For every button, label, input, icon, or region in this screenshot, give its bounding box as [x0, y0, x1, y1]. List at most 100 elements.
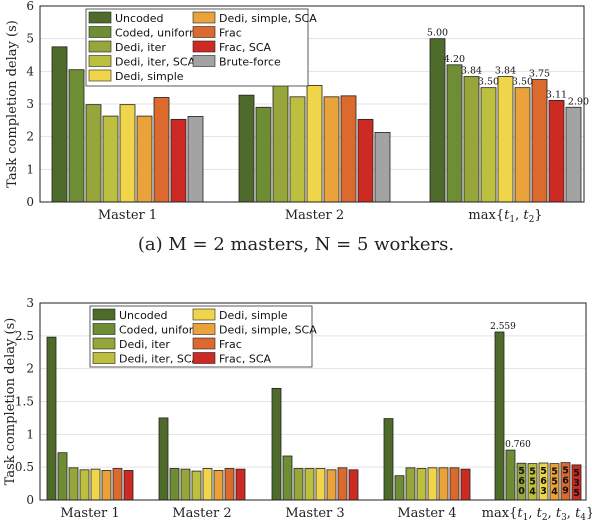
bar [460, 468, 471, 501]
chart-1: 0 1 2 3 4 5 6 Task completion delay (s) Master 1… [5, 0, 589, 225]
data-label: 2.559 [490, 322, 516, 332]
data-label: 3.84 [495, 66, 516, 77]
bar [90, 468, 101, 501]
legend-swatch [192, 26, 216, 38]
x-tick-label: Master 2 [172, 506, 231, 520]
legend-label: Dedi, simple [115, 70, 184, 83]
y-tick-label: 0.5 [15, 460, 34, 474]
bar [548, 100, 565, 203]
y-tick-label: 1.5 [15, 395, 34, 409]
legend-label: Dedi, iter [119, 338, 170, 351]
legend-label: Brute-force [219, 56, 281, 69]
data-label: 3.50 [512, 77, 533, 88]
y-axis-label: Task completion delay (s) [5, 20, 20, 188]
legend-label: Dedi, iter, SCA [119, 353, 200, 366]
legend-label: Coded, uniform [119, 324, 204, 337]
legend-swatch [92, 308, 116, 321]
x-tick-label: Master 3 [285, 506, 344, 520]
bar [383, 418, 394, 501]
bar [282, 455, 293, 501]
legend-label: Dedi, iter, SCA [115, 56, 196, 69]
data-label: 5.00 [427, 28, 448, 39]
x-tick-label: Master 2 [285, 208, 344, 223]
x-tick-label: Master 4 [397, 506, 456, 520]
axes-frame [39, 5, 585, 203]
bar [213, 470, 224, 501]
data-label: 0.760 [505, 440, 531, 450]
bar [158, 417, 169, 501]
caption-a: (a) M = 2 masters, N = 5 workers. [137, 234, 455, 255]
legend-swatch [192, 352, 216, 364]
legend-label: Frac, SCA [219, 353, 271, 366]
legend-swatch [192, 55, 216, 67]
legend-swatch [88, 40, 112, 53]
y-axis-label: Task completion delay (s) [3, 318, 18, 486]
bar [348, 469, 359, 501]
bar [340, 95, 357, 203]
bar [68, 467, 79, 501]
bar [374, 132, 391, 203]
y-tick-label: 2.5 [15, 329, 34, 343]
data-label: 2.90 [568, 96, 589, 107]
bar [514, 87, 531, 203]
bar [304, 468, 315, 501]
bar [123, 470, 134, 501]
axes-frame [39, 302, 587, 501]
data-label: 3.75 [529, 69, 550, 80]
bar [224, 468, 235, 501]
y-tick-label: 3 [26, 97, 34, 111]
legend-label: Dedi, simple, SCA [219, 324, 317, 337]
bar [505, 449, 516, 501]
legend-swatch [92, 323, 116, 335]
bar [480, 87, 497, 203]
x-tick-label: max{t1, t2} [468, 208, 542, 225]
bar [191, 470, 202, 501]
legend-swatch [192, 308, 216, 321]
bar [427, 467, 438, 501]
legend-swatch [192, 337, 216, 350]
y-tick-label: 1 [26, 162, 34, 176]
bar [323, 96, 340, 203]
bar [315, 468, 326, 501]
legend-swatch [88, 11, 112, 24]
legend-label: Uncoded [115, 12, 164, 25]
legend-label: Frac [219, 338, 242, 351]
bar [416, 468, 427, 501]
bar [449, 467, 460, 501]
y-tick-label: 6 [26, 0, 34, 13]
x-tick-label: Master 1 [98, 208, 157, 223]
legend-1: Uncoded Dedi, simple, SCA Coded, uniform Fr… [85, 8, 317, 87]
y-tick-label: 5 [26, 32, 34, 46]
bar [68, 69, 85, 203]
legend-swatch [88, 69, 112, 82]
bar [79, 469, 90, 501]
bar [187, 116, 204, 203]
bar [497, 76, 514, 203]
x-tick-label: Master 1 [60, 506, 119, 520]
bar [136, 115, 153, 203]
legend-swatch [192, 11, 216, 24]
bar [51, 46, 68, 203]
y-tick-label: 3 [26, 296, 34, 310]
bar [169, 468, 180, 501]
data-label: 3.11 [546, 89, 567, 100]
legend-label: Dedi, iter [115, 41, 166, 54]
legend-label: Dedi, simple [219, 309, 288, 322]
bar [293, 468, 304, 501]
bar [438, 467, 449, 501]
bar [463, 76, 480, 203]
bar [102, 115, 119, 203]
bar [272, 84, 289, 203]
y-tick-label: 1 [26, 427, 34, 441]
y-tick-label: 2 [26, 130, 34, 144]
bar [46, 336, 57, 501]
bar [202, 468, 213, 501]
y-tick-label: 0 [26, 195, 34, 209]
legend-swatch [92, 352, 116, 364]
bar [326, 469, 337, 501]
chart-2: 0 0.5 1 1.5 2 2.5 3 Task completion delay (s) Ma… [3, 296, 592, 520]
bar [289, 96, 306, 203]
